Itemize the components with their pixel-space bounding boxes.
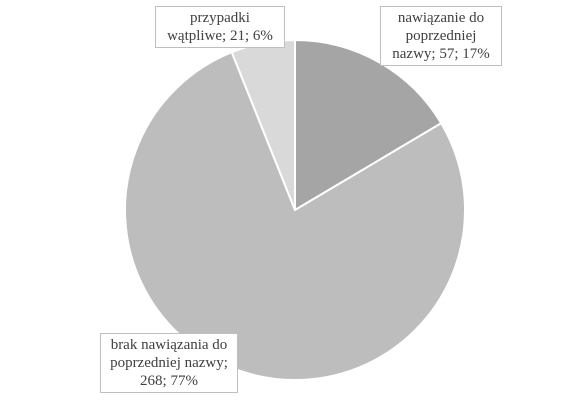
pie-slice — [294, 38, 443, 212]
data-label: przypadki wątpliwe; 21; 6% — [155, 6, 285, 48]
pie-slice — [124, 50, 466, 381]
data-label: nawiązanie do poprzedniej nazwy; 57; 17% — [380, 6, 502, 66]
data-label: brak nawiązania do poprzedniej nazwy; 26… — [100, 333, 238, 393]
